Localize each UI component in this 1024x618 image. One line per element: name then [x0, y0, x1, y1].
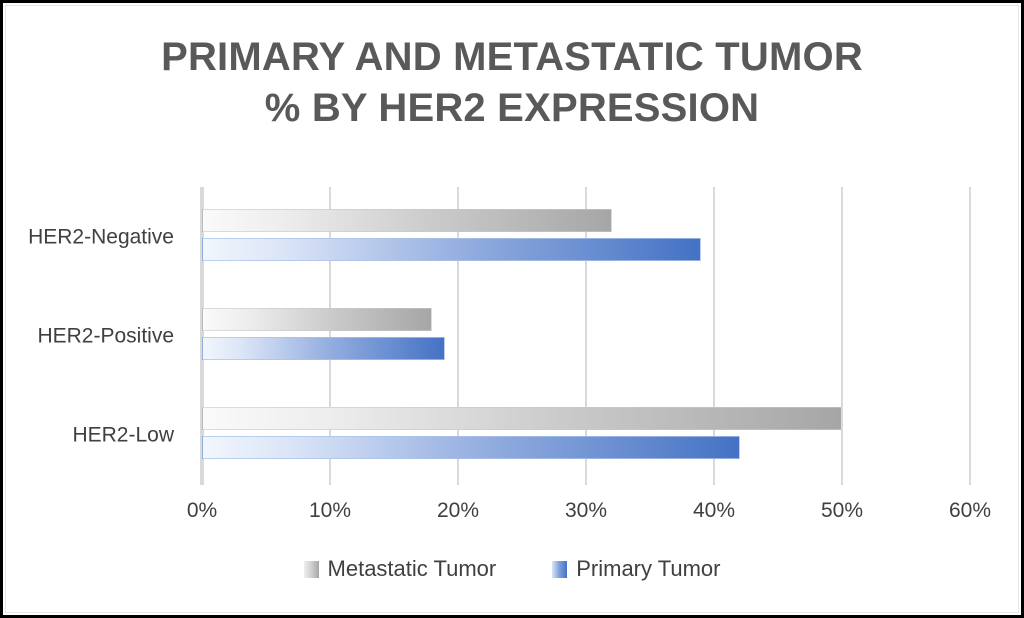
bar-her2-positive-metastatic-tumor	[202, 308, 433, 331]
x-tick-label-60: 60%	[948, 499, 992, 522]
bar-her2-negative-metastatic-tumor	[202, 208, 612, 232]
category-label-her2-negative: HER2-Negative	[28, 225, 174, 249]
gridline	[841, 187, 843, 485]
gridline	[585, 187, 587, 485]
legend-swatch-metastatic-icon	[303, 560, 319, 578]
x-tick-label-30: 30%	[564, 499, 608, 522]
plot-area	[200, 187, 971, 485]
category-label-her2-low: HER2-Low	[72, 423, 174, 447]
legend-item-primary[interactable]: Primary Tumor	[552, 558, 720, 580]
bar-her2-low-metastatic-tumor	[202, 407, 842, 431]
x-tick-label-40: 40%	[692, 499, 736, 522]
gridline	[713, 187, 715, 485]
x-tick-label-50: 50%	[820, 499, 864, 522]
legend-item-metastatic[interactable]: Metastatic Tumor	[303, 556, 497, 581]
slide-inner: PRIMARY AND METASTATIC TUMOR % BY HER2 E…	[5, 5, 1019, 613]
bar-her2-negative-primary-tumor	[202, 237, 702, 261]
value-axis-line	[200, 187, 204, 485]
x-tick-label-10: 10%	[308, 499, 352, 522]
chart-title-line-1: PRIMARY AND METASTATIC TUMOR	[161, 35, 863, 79]
chart-title-line-2: % BY HER2 EXPRESSION	[264, 86, 760, 131]
legend-swatch-primary-icon	[552, 560, 568, 578]
x-tick-label-20: 20%	[436, 499, 480, 522]
bar-her2-positive-primary-tumor	[202, 337, 446, 360]
category-label-her2-positive: HER2-Positive	[37, 324, 174, 348]
value-axis-labels: 0% 10% 20% 30% 40% 50% 60%	[187, 499, 991, 530]
bar-her2-low-primary-tumor	[202, 436, 740, 460]
gridline	[329, 187, 331, 485]
bars-layer	[202, 187, 970, 485]
gridline	[969, 187, 971, 485]
chart-legend: Metastatic Tumor Primary Tumor	[6, 558, 1018, 580]
category-axis-labels: HER2-Negative HER2-Positive HER2-Low	[6, 187, 188, 485]
x-tick-label-0: 0%	[186, 499, 218, 522]
legend-label: Primary Tumor	[576, 556, 721, 581]
chart-title: PRIMARY AND METASTATIC TUMOR % BY HER2 E…	[6, 32, 1018, 134]
gridlines	[200, 187, 971, 485]
legend-label: Metastatic Tumor	[327, 556, 497, 581]
gridline	[457, 187, 459, 485]
